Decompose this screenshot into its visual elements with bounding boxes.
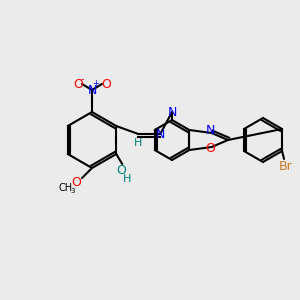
Text: O: O [73, 77, 83, 91]
Text: O: O [116, 164, 126, 178]
Text: N: N [206, 124, 215, 137]
Text: -: - [80, 74, 84, 84]
Text: H: H [134, 138, 142, 148]
Text: O: O [206, 142, 216, 155]
Text: N: N [87, 83, 97, 97]
Text: N: N [167, 106, 177, 118]
Text: Br: Br [279, 160, 293, 172]
Text: N: N [156, 128, 165, 140]
Text: +: + [93, 80, 99, 88]
Text: O: O [101, 77, 111, 91]
Text: 3: 3 [71, 188, 75, 194]
Text: CH: CH [59, 183, 73, 193]
Text: O: O [71, 176, 81, 190]
Text: H: H [123, 174, 131, 184]
